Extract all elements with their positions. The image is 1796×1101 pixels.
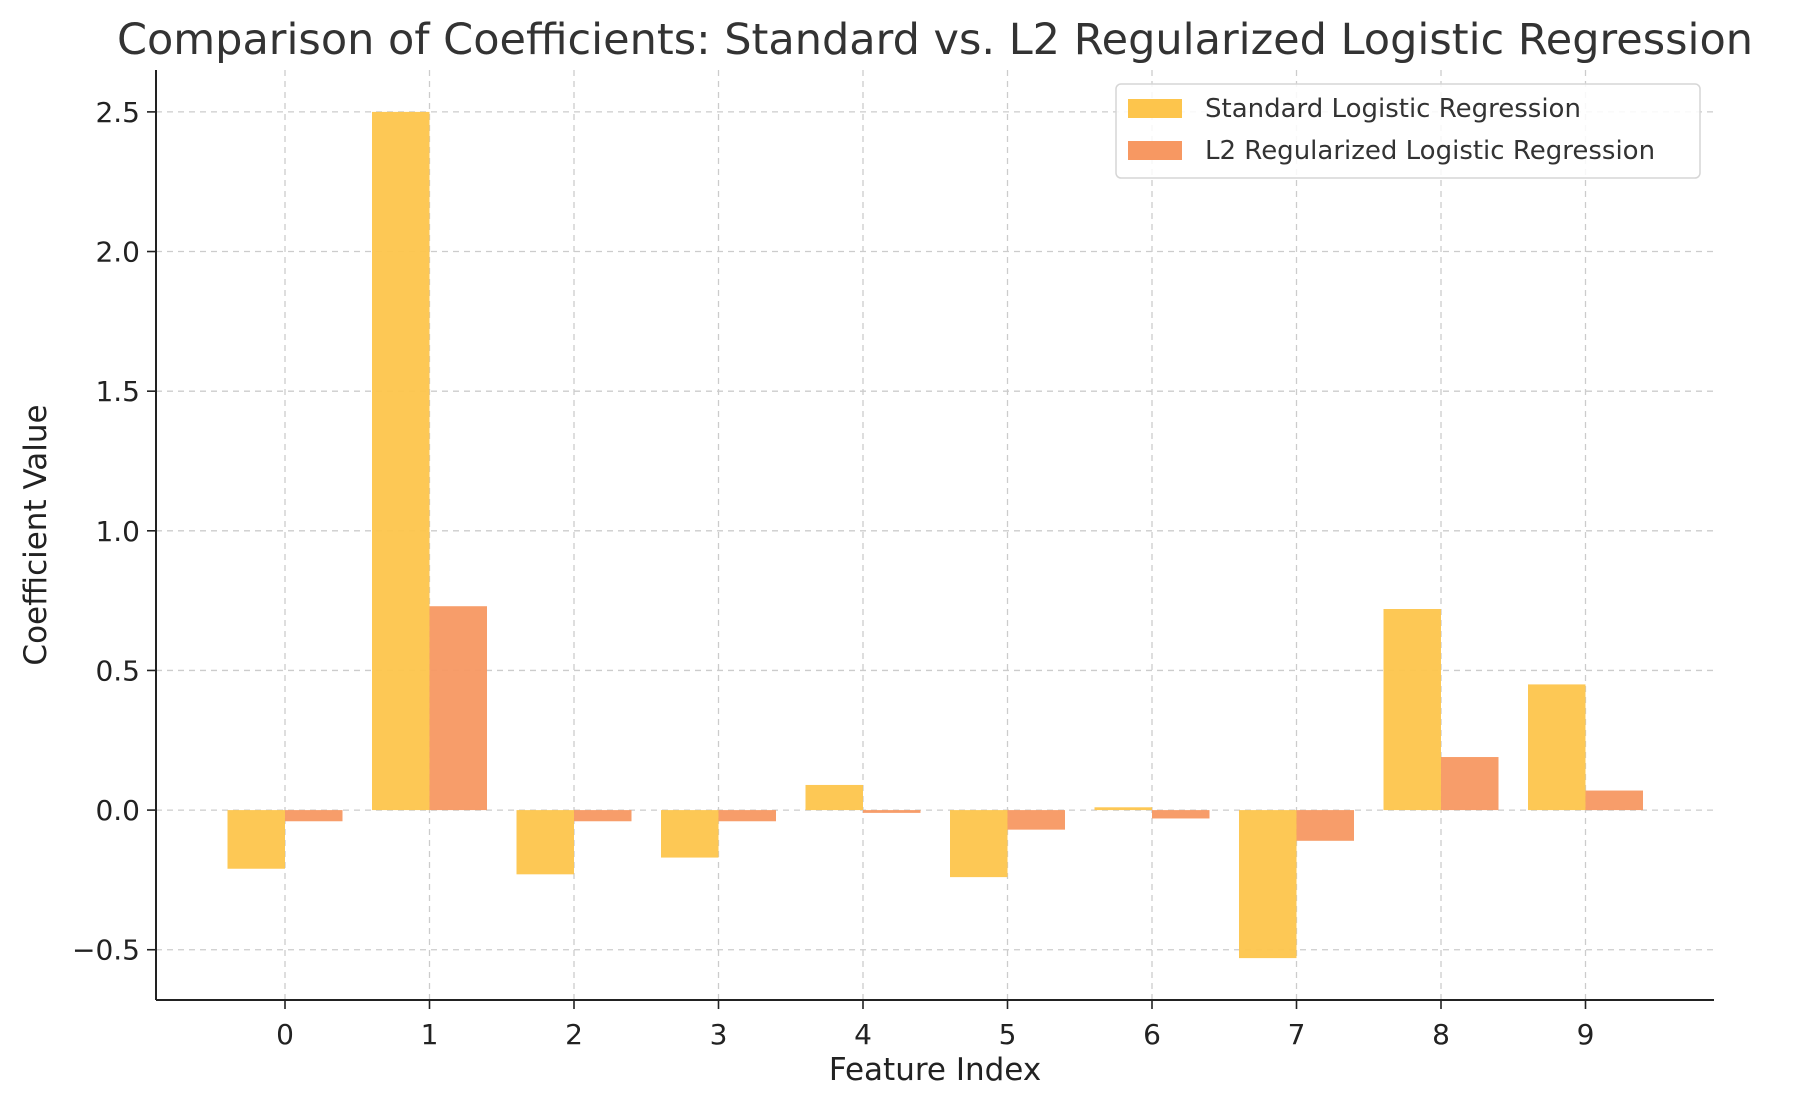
legend-swatch-l2 (1128, 141, 1182, 160)
bar-l2-9 (1585, 790, 1643, 811)
x-axis-label: Feature Index (829, 1052, 1041, 1088)
x-tick-label: 4 (854, 1018, 872, 1051)
x-tick-label: 5 (999, 1018, 1017, 1051)
bar-l2-2 (574, 810, 632, 822)
chart-title: Comparison of Coefficients: Standard vs.… (117, 15, 1753, 65)
bar-standard-6 (1094, 807, 1152, 811)
legend-frame (1115, 83, 1701, 179)
legend-label-l2: L2 Regularized Logistic Regression (1205, 136, 1655, 166)
legend-swatch-standard (1128, 99, 1182, 118)
y-tick-label: 2.5 (95, 96, 140, 129)
x-tick-label: 0 (276, 1018, 294, 1051)
x-tick-label: 7 (1288, 1018, 1306, 1051)
bar-standard-0 (227, 810, 285, 869)
tick-labels: −0.5 0.0 0.5 1.0 1.5 2.0 2.5 0 1 2 3 4 5 6 7 8 9 (72, 96, 1594, 1051)
x-tick-label: 1 (421, 1018, 439, 1051)
x-tick-label: 2 (565, 1018, 583, 1051)
x-tick-label: 8 (1432, 1018, 1450, 1051)
legend-label-standard: Standard Logistic Regression (1205, 94, 1581, 124)
bar-standard-7 (1239, 810, 1297, 959)
y-tick-label: 1.5 (95, 375, 140, 408)
bar-l2-1 (429, 606, 487, 811)
bar-l2-5 (1007, 810, 1065, 830)
bar-standard-2 (516, 810, 574, 875)
bar-standard-9 (1528, 684, 1586, 811)
y-axis-label: Coefficient Value (18, 404, 54, 665)
x-tick-label: 9 (1577, 1018, 1595, 1051)
bar-l2-6 (1152, 810, 1210, 819)
y-tick-label: 0.5 (95, 654, 140, 687)
y-tick-label: 1.0 (95, 515, 140, 548)
y-tick-label: 0.0 (95, 794, 140, 827)
bar-l2-4 (863, 810, 921, 813)
bars (227, 111, 1643, 959)
bar-l2-8 (1441, 757, 1499, 811)
bar-standard-4 (805, 784, 863, 811)
bar-standard-5 (950, 810, 1008, 878)
axes (155, 70, 1714, 1001)
bar-l2-3 (718, 810, 776, 822)
bar-standard-8 (1383, 609, 1441, 811)
y-tick-label: 2.0 (95, 236, 140, 269)
bar-l2-0 (285, 810, 343, 822)
x-tick-label: 3 (710, 1018, 728, 1051)
legend: Standard Logistic Regression L2 Regulari… (1115, 83, 1701, 179)
bar-l2-7 (1296, 810, 1354, 841)
bar-standard-1 (372, 111, 430, 811)
x-tick-label: 6 (1143, 1018, 1161, 1051)
bar-standard-3 (661, 810, 719, 858)
y-tick-label: −0.5 (72, 934, 140, 967)
